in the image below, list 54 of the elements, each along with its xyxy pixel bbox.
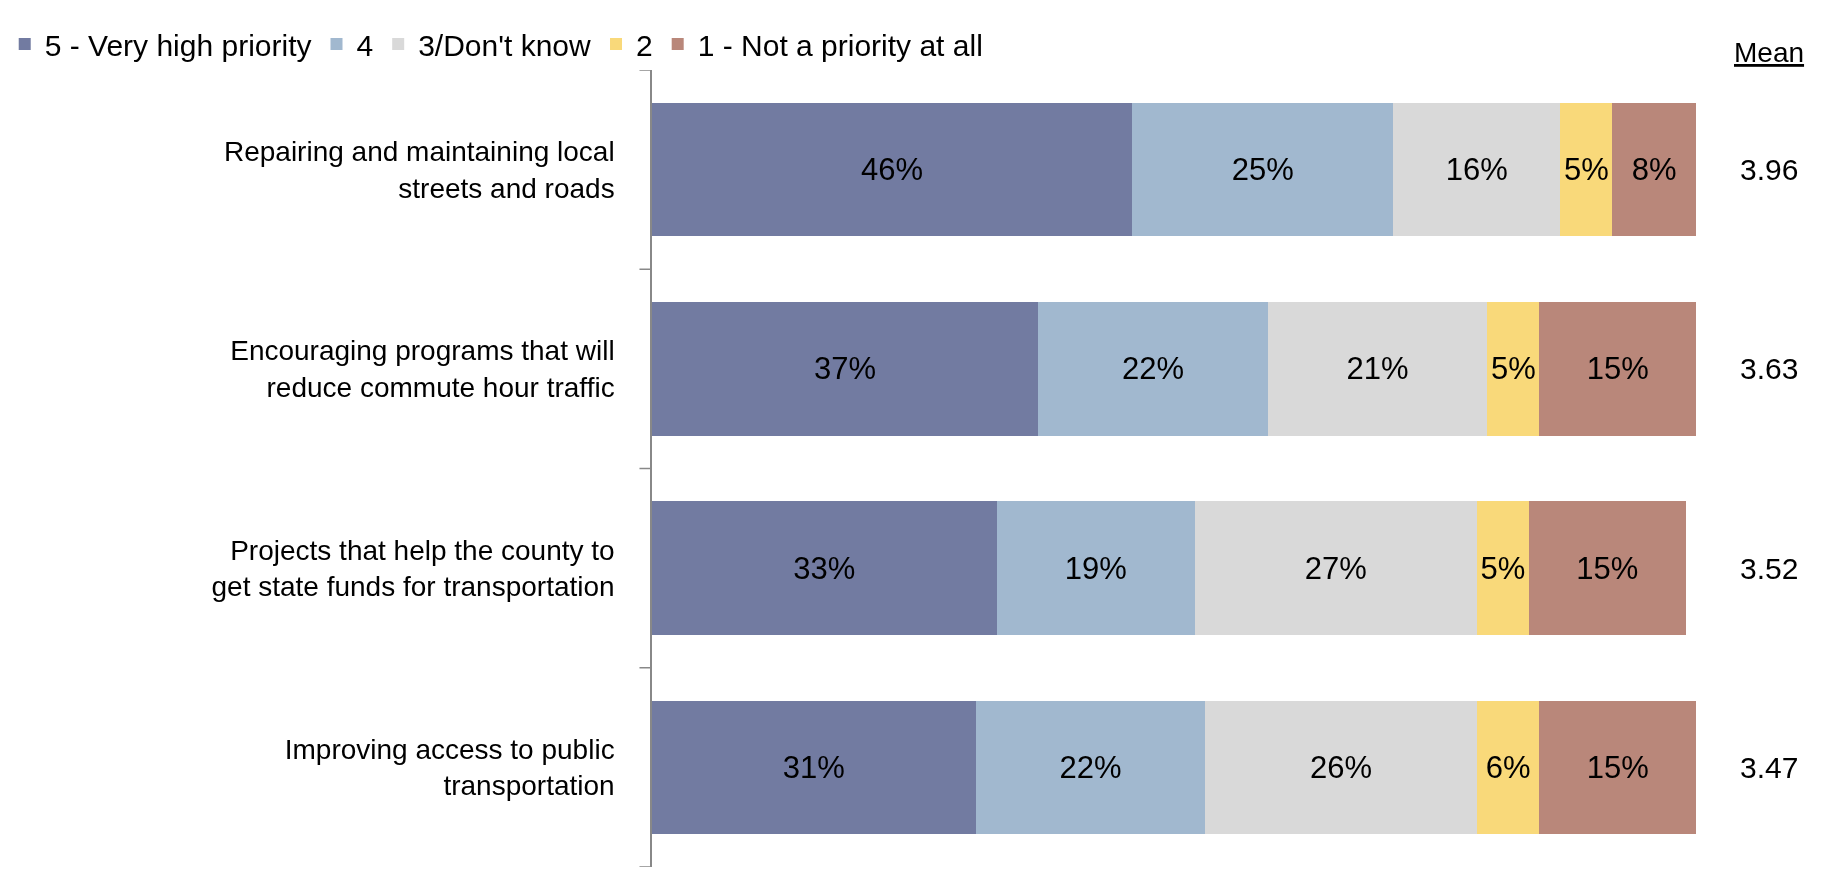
y-tick-label: Repairing and maintaining local streets and roads	[223, 136, 615, 204]
data-label: 25%	[1231, 152, 1294, 188]
bar	[652, 501, 997, 635]
data-label: 22%	[1122, 351, 1185, 387]
bar	[1132, 102, 1394, 237]
data-label: 16%	[1445, 152, 1508, 188]
y-tick-label: Projects that help the county to get state funds for transportation	[211, 534, 615, 603]
text: Mean	[1734, 37, 1805, 68]
bar	[975, 700, 1206, 835]
data-label: 26%	[1310, 749, 1373, 785]
legend-label: 3/Don't know	[418, 28, 592, 62]
data-label: 15%	[1576, 550, 1639, 586]
bar	[1205, 700, 1477, 835]
data-label: 37%	[814, 351, 877, 387]
legend-label: 2	[636, 28, 653, 62]
data-label: 21%	[1346, 351, 1409, 387]
text: 3.63	[1740, 352, 1799, 385]
data-label: 5%	[1490, 351, 1536, 387]
bar	[652, 102, 1133, 237]
legend-label: 5 - Very high priority	[44, 28, 312, 62]
legend-label: 4	[356, 28, 374, 62]
y-tick-label: Improving access to public transportation	[284, 733, 615, 802]
data-label: 5%	[1563, 152, 1609, 188]
bar	[1539, 302, 1696, 436]
bar	[652, 700, 976, 835]
text: 3.52	[1740, 552, 1799, 585]
data-label: 33%	[793, 550, 856, 586]
y-tick-label: Encouraging programs that will reduce commute hour traffic	[230, 335, 615, 403]
bar	[1038, 302, 1268, 436]
text: 3.96	[1740, 153, 1799, 186]
bar	[1476, 501, 1529, 635]
data-label: 8%	[1631, 152, 1677, 188]
bar	[1476, 700, 1540, 835]
data-label: 15%	[1586, 351, 1649, 387]
data-label: 15%	[1586, 749, 1649, 785]
bar	[1393, 102, 1561, 237]
data-label: 6%	[1485, 749, 1531, 785]
data-label: 5%	[1480, 550, 1526, 586]
bar	[1539, 700, 1696, 835]
bar	[1267, 302, 1488, 436]
legend-label: 1 - Not a priority at all	[697, 28, 983, 62]
data-label: 31%	[782, 749, 845, 785]
bar	[1528, 501, 1686, 635]
text: 3.47	[1740, 751, 1799, 784]
bar	[1194, 501, 1477, 635]
bar	[1560, 102, 1613, 237]
data-label: 27%	[1304, 550, 1367, 586]
bar	[1487, 302, 1540, 436]
bar	[996, 501, 1195, 635]
data-label: 46%	[861, 152, 924, 188]
bar	[652, 302, 1039, 436]
bar	[1612, 102, 1696, 237]
data-label: 22%	[1059, 749, 1122, 785]
data-label: 19%	[1064, 550, 1127, 586]
